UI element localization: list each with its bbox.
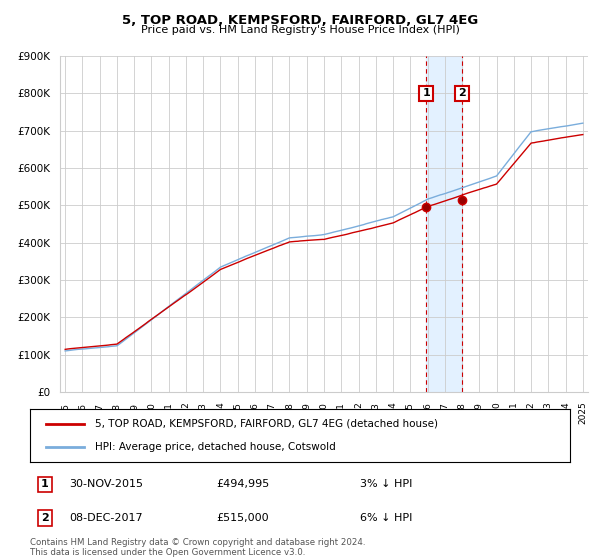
Text: 5, TOP ROAD, KEMPSFORD, FAIRFORD, GL7 4EG: 5, TOP ROAD, KEMPSFORD, FAIRFORD, GL7 4E…	[122, 14, 478, 27]
Text: 08-DEC-2017: 08-DEC-2017	[69, 513, 143, 523]
Text: 1: 1	[422, 88, 430, 99]
Text: 6% ↓ HPI: 6% ↓ HPI	[360, 513, 412, 523]
Text: HPI: Average price, detached house, Cotswold: HPI: Average price, detached house, Cots…	[95, 442, 335, 452]
Text: 1: 1	[41, 479, 49, 489]
Text: 3% ↓ HPI: 3% ↓ HPI	[360, 479, 412, 489]
Text: £515,000: £515,000	[216, 513, 269, 523]
Text: £494,995: £494,995	[216, 479, 269, 489]
Text: Contains HM Land Registry data © Crown copyright and database right 2024.
This d: Contains HM Land Registry data © Crown c…	[30, 538, 365, 557]
Text: 30-NOV-2015: 30-NOV-2015	[69, 479, 143, 489]
Bar	[426, 56, 462, 392]
Text: 2: 2	[41, 513, 49, 523]
Text: 2: 2	[458, 88, 466, 99]
Text: Price paid vs. HM Land Registry's House Price Index (HPI): Price paid vs. HM Land Registry's House …	[140, 25, 460, 35]
Text: 5, TOP ROAD, KEMPSFORD, FAIRFORD, GL7 4EG (detached house): 5, TOP ROAD, KEMPSFORD, FAIRFORD, GL7 4E…	[95, 419, 438, 429]
